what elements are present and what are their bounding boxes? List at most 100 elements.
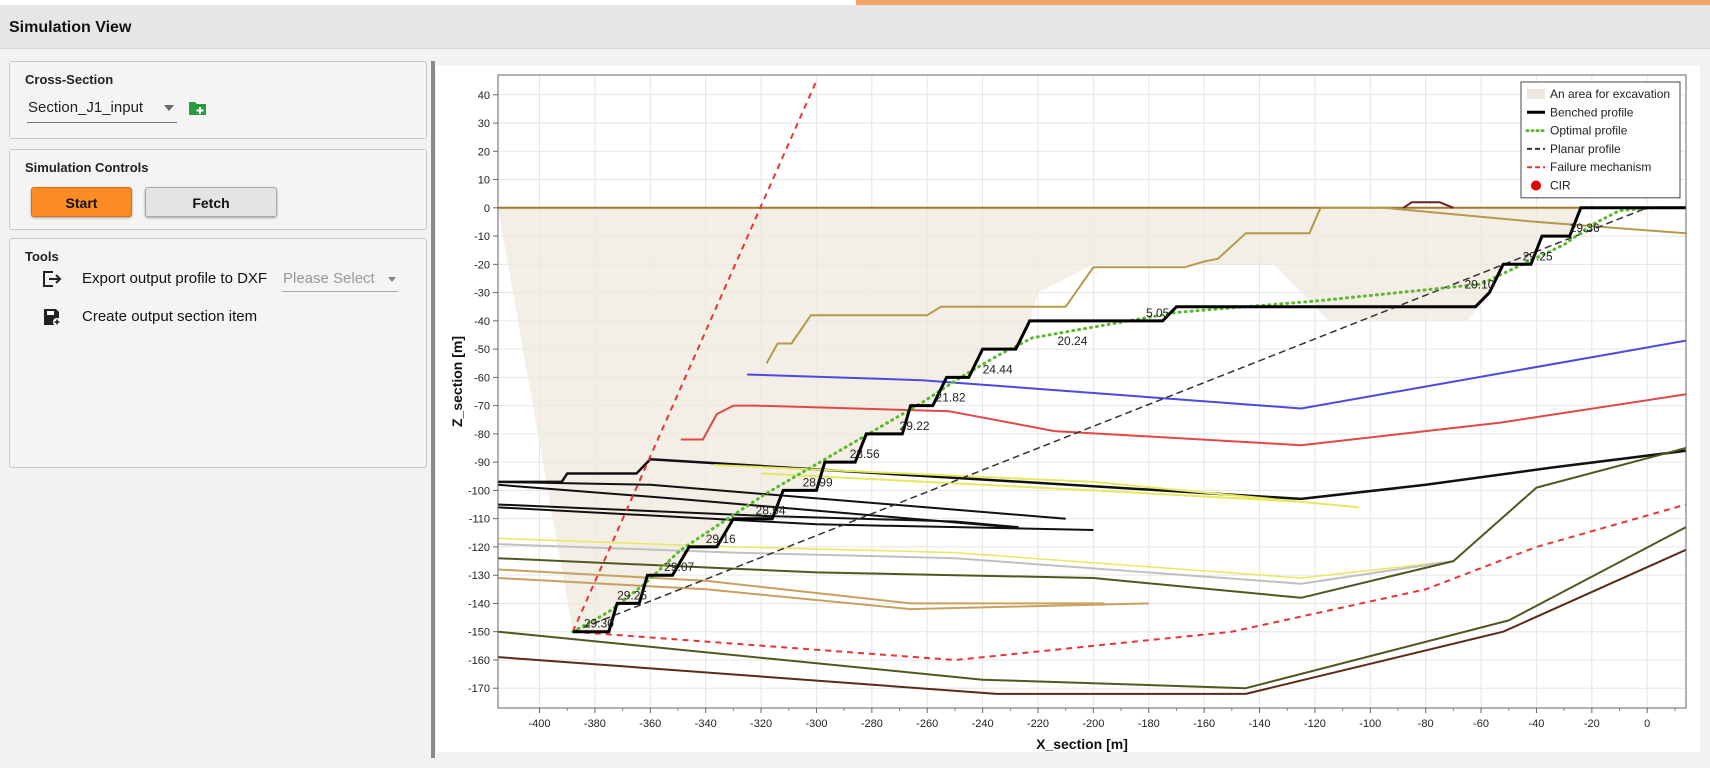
- y-tick-label: 0: [484, 203, 490, 215]
- layer-line: [498, 480, 1066, 520]
- bench-label: 29.36: [1570, 221, 1600, 235]
- top-strip: [0, 0, 1710, 5]
- layer-line: [498, 483, 1011, 529]
- layer-line: [680, 393, 1686, 447]
- x-tick-label: 0: [1644, 718, 1650, 730]
- cross-section-value: Section_J1_input: [28, 99, 144, 116]
- save-icon: [44, 309, 61, 326]
- y-tick-label: -50: [474, 344, 490, 356]
- legend-label: Benched profile: [1550, 105, 1634, 119]
- y-tick-label: -80: [474, 429, 490, 441]
- dxf-format-placeholder: Please Select: [283, 270, 375, 287]
- legend-label: An area for excavation: [1550, 87, 1670, 101]
- cross-section-title: Cross-Section: [25, 72, 114, 87]
- start-button[interactable]: Start: [31, 187, 132, 217]
- layer-line: [498, 537, 1454, 579]
- layer-line: [498, 543, 1454, 585]
- layer-line: [1402, 201, 1454, 209]
- legend-label: CIR: [1550, 179, 1571, 193]
- layer-line: [498, 548, 1686, 695]
- x-tick-label: -60: [1473, 718, 1489, 730]
- dxf-format-select[interactable]: Please Select: [282, 267, 398, 292]
- bench-label: 21.82: [936, 391, 966, 405]
- panel-splitter[interactable]: [431, 61, 435, 758]
- bench-label: 29.10: [1464, 278, 1494, 292]
- bench-label: 29.30: [584, 617, 614, 631]
- y-tick-label: -110: [469, 514, 490, 526]
- planar-profile-line: [572, 207, 1648, 633]
- y-tick-label: -10: [474, 231, 490, 243]
- layer-line: [498, 503, 1019, 529]
- bench-label: 29.07: [664, 560, 694, 574]
- legend-label: Planar profile: [1550, 142, 1621, 156]
- y-tick-label: -70: [474, 401, 490, 413]
- bench-label: 29.25: [617, 588, 647, 602]
- tools-title: Tools: [25, 249, 59, 264]
- x-axis-label: X_section [m]: [1036, 736, 1128, 752]
- y-tick-label: -140: [468, 598, 490, 610]
- y-axis-label: Z_section [m]: [449, 336, 465, 427]
- legend-label: Optimal profile: [1550, 124, 1628, 138]
- layer-line: [765, 206, 1686, 364]
- x-tick-label: -340: [695, 718, 717, 730]
- y-tick-label: 20: [478, 146, 490, 158]
- layer-line: [761, 472, 1302, 503]
- cross-section-select[interactable]: Section_J1_input: [27, 96, 177, 123]
- bench-label: 29.16: [706, 532, 736, 546]
- y-tick-label: -170: [468, 683, 490, 695]
- export-dxf-row[interactable]: Export output profile to DXF: [42, 267, 422, 291]
- x-tick-label: -280: [861, 718, 883, 730]
- chart-legend: An area for excavation Benched profile Opt…: [1520, 81, 1681, 199]
- x-tick-label: -260: [916, 718, 938, 730]
- plot-frame: [497, 74, 1687, 709]
- x-tick-label: -380: [584, 718, 606, 730]
- x-tick-label: -40: [1529, 718, 1545, 730]
- benched-profile-line: [572, 206, 1686, 634]
- plot-series: 29.30 29.25 29.07 29.16 28.94 28.99 28.56 29.22…: [498, 80, 1686, 695]
- legend-box: [1520, 81, 1681, 199]
- excavation-area: [498, 207, 1581, 632]
- export-dxf-label: Export output profile to DXF: [82, 270, 268, 287]
- chevron-down-icon: [388, 277, 396, 282]
- layer-line: [498, 568, 1105, 605]
- y-tick-label: -60: [474, 372, 490, 384]
- failure-mechanism-line: [571, 80, 818, 633]
- y-tick-label: -40: [474, 316, 490, 328]
- x-tick-label: -360: [639, 718, 661, 730]
- folder-add-icon[interactable]: [188, 99, 208, 117]
- x-tick-label: -300: [805, 718, 827, 730]
- legend-swatch: [1531, 180, 1541, 191]
- y-tick-label: 30: [478, 118, 490, 130]
- legend-label: Failure mechanism: [1550, 160, 1651, 174]
- layer-line: [498, 577, 1149, 611]
- simulation-controls-panel: Simulation Controls Start Fetch: [9, 149, 427, 230]
- layer-line: [498, 526, 1686, 690]
- x-tick-label: -320: [750, 718, 772, 730]
- chevron-down-icon: [164, 105, 174, 111]
- optimal-profile-line: [571, 206, 1686, 634]
- y-tick-label: -20: [474, 259, 490, 271]
- y-tick-label: 10: [478, 175, 490, 187]
- progress-indicator: [856, 0, 1710, 5]
- x-tick-label: -220: [1027, 718, 1049, 730]
- view-header: Simulation View: [0, 5, 1710, 49]
- tools-panel: Tools Export output profile to DXF Pleas…: [9, 238, 427, 468]
- x-tick-label: -400: [529, 718, 551, 730]
- x-tick-label: -240: [972, 718, 994, 730]
- x-tick-label: -20: [1584, 718, 1600, 730]
- y-tick-label: -90: [474, 457, 490, 469]
- layer-line: [747, 339, 1686, 410]
- bench-label: 28.99: [803, 475, 833, 489]
- y-tick-label: -150: [468, 627, 490, 639]
- bench-label: 28.94: [756, 504, 786, 518]
- x-tick-label: -200: [1082, 718, 1104, 730]
- create-section-item-row[interactable]: Create output section item: [42, 305, 342, 329]
- x-tick-label: -100: [1359, 718, 1381, 730]
- fetch-button[interactable]: Fetch: [145, 187, 277, 217]
- layer-line: [498, 449, 1686, 501]
- failure-mechanism-line: [572, 503, 1686, 662]
- bench-label: 20.24: [1057, 334, 1087, 348]
- y-tick-label: -30: [474, 288, 490, 300]
- simulation-controls-title: Simulation Controls: [25, 160, 149, 175]
- simulation-chart: -400 -380 -360 -340 -320 -300 -280 -260 -240 -220…: [436, 66, 1700, 752]
